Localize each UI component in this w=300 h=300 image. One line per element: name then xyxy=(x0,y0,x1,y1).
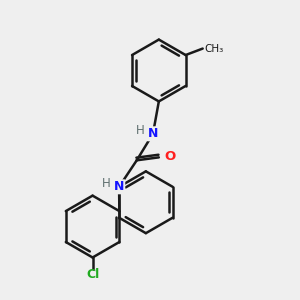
Text: N: N xyxy=(114,180,124,193)
Text: Cl: Cl xyxy=(86,268,99,281)
Text: N: N xyxy=(148,127,158,140)
Text: O: O xyxy=(164,150,176,163)
Text: CH₃: CH₃ xyxy=(205,44,224,54)
Text: H: H xyxy=(136,124,145,137)
Text: H: H xyxy=(102,177,111,190)
